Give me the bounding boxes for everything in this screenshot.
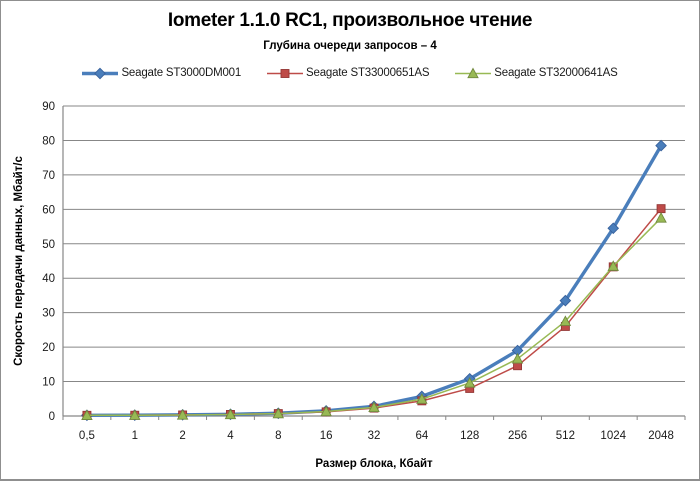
- y-tick-label: 30: [42, 308, 55, 320]
- x-axis-title: Размер блока, Кбайт: [315, 458, 433, 470]
- x-tick-label: 32: [368, 430, 381, 442]
- data-series: [81, 139, 667, 422]
- x-tick-label: 8: [275, 430, 281, 442]
- y-tick-label: 10: [42, 377, 55, 389]
- tick-labels: 0 10 20 30 40 50 60 70 80 90 0,5 1 2 4 8 16 32 64 128 256 51…: [42, 101, 674, 442]
- x-tick-label: 64: [415, 430, 428, 442]
- gridlines: [63, 105, 685, 383]
- y-tick-label: 80: [42, 135, 55, 147]
- y-tick-label: 20: [42, 342, 55, 354]
- triangle-marker-icon: [455, 67, 492, 78]
- legend-label: Seagate ST3000DM001: [121, 67, 242, 79]
- x-tick-label: 0,5: [79, 430, 95, 442]
- y-tick-label: 0: [49, 411, 55, 423]
- x-tick-label: 16: [320, 430, 333, 442]
- legend-item-st33000651as: Seagate ST33000651AS: [267, 67, 429, 80]
- legend: Seagate ST3000DM001 Seagate ST33000651AS…: [1, 64, 699, 82]
- square-marker-icon: [267, 68, 304, 78]
- x-tick-label: 4: [227, 430, 234, 442]
- y-tick-label: 90: [42, 101, 55, 113]
- chart-title: Iometer 1.1.0 RC1, произвольное чтение: [167, 10, 533, 31]
- x-tick-label: 1024: [600, 430, 626, 442]
- x-tick-label: 2048: [648, 430, 674, 442]
- diamond-marker-icon: [82, 67, 119, 79]
- legend-label: Seagate ST33000651AS: [306, 67, 430, 79]
- x-tick-label: 512: [556, 430, 575, 442]
- x-tick-label: 2: [179, 430, 185, 442]
- legend-label: Seagate ST32000641AS: [494, 67, 618, 79]
- legend-item-st3000dm001: Seagate ST3000DM001: [82, 67, 241, 80]
- legend-item-st32000641as: Seagate ST32000641AS: [455, 67, 618, 80]
- x-tick-label: 128: [460, 430, 479, 442]
- y-tick-label: 70: [42, 170, 55, 182]
- y-tick-label: 60: [42, 204, 55, 216]
- x-tick-label: 256: [508, 430, 527, 442]
- y-axis-title: Скорость передачи данных, Мбайт/с: [13, 156, 25, 366]
- x-tick-label: 1: [132, 430, 138, 442]
- chart-subtitle: Глубина очереди запросов – 4: [263, 40, 437, 52]
- y-tick-label: 40: [42, 273, 55, 285]
- y-tick-label: 50: [42, 239, 55, 251]
